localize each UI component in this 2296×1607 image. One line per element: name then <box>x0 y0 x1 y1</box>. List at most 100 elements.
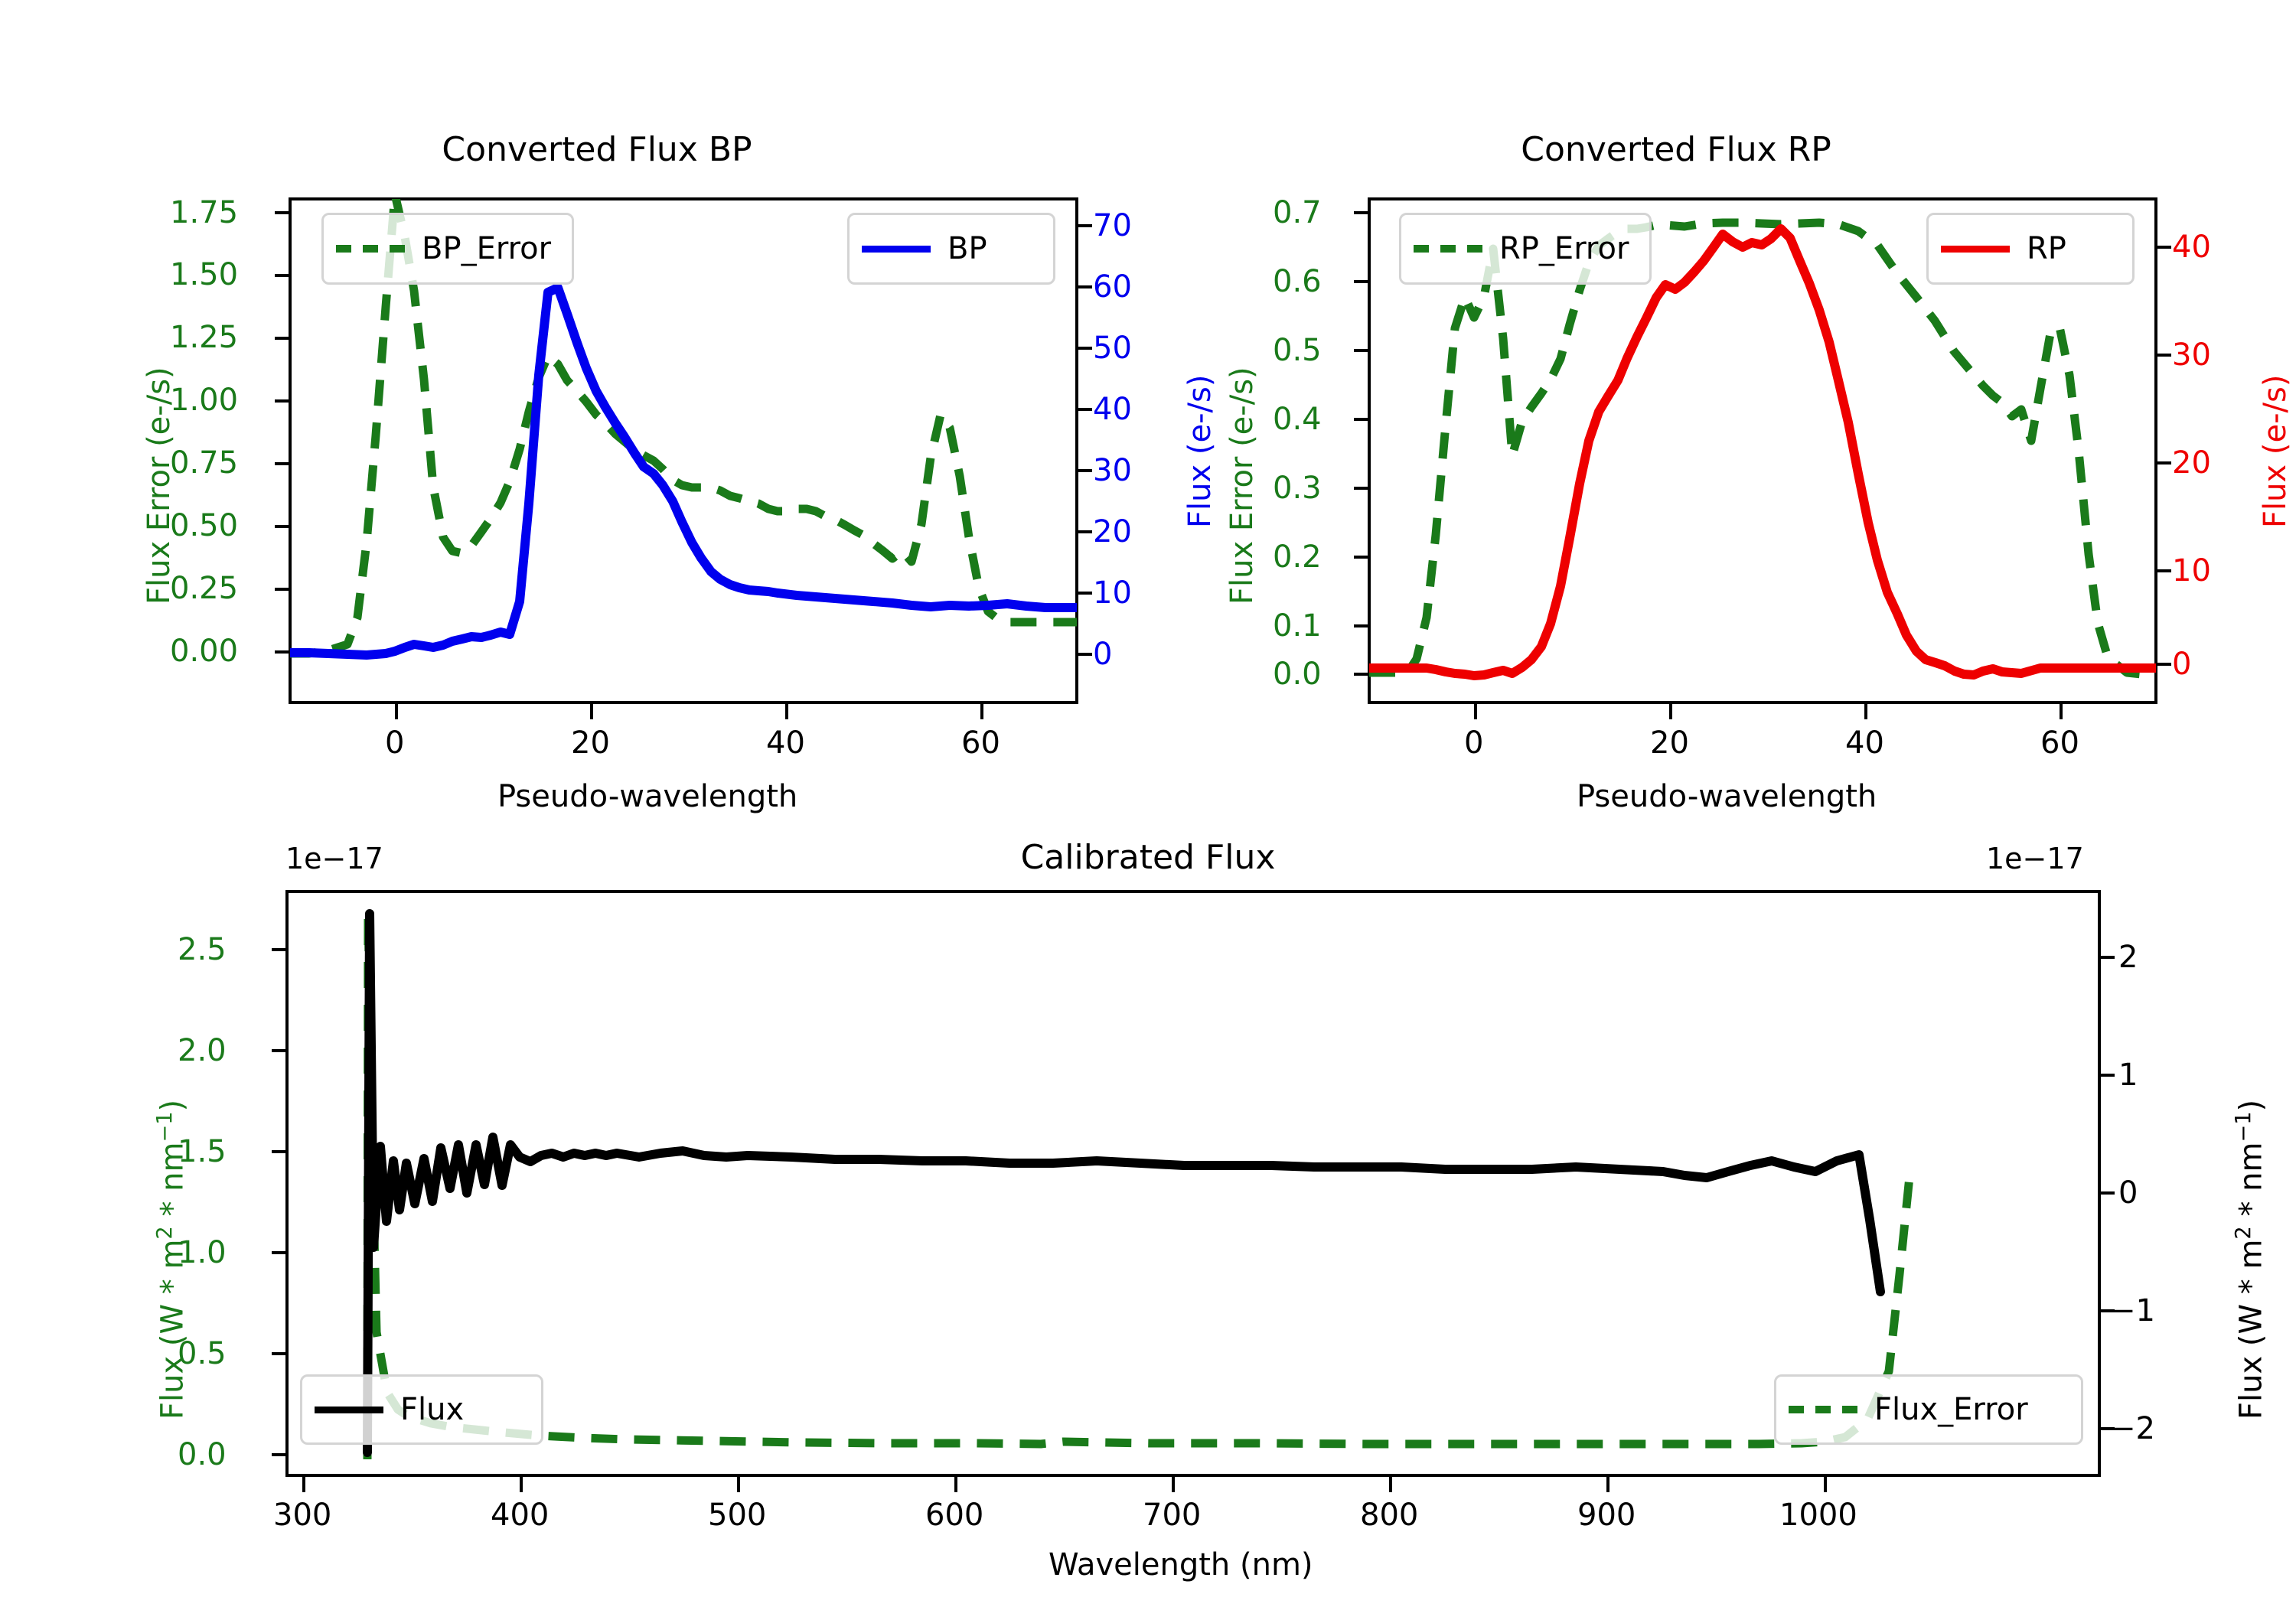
cal-xtick-800: 800 <box>1360 1498 1419 1533</box>
bp-ytickmark-right <box>1077 224 1092 227</box>
rp-ytick-left-0.2: 0.2 <box>1273 539 1322 575</box>
cal-xtickmark <box>737 1477 740 1492</box>
cal-ytick-left-1.0: 1.0 <box>178 1235 227 1270</box>
bp-flux-curve <box>290 283 1077 660</box>
bp-ytickmark-left <box>275 211 290 214</box>
bp-ytickmark-right <box>1077 653 1092 656</box>
cal-ytick-left-1.5: 1.5 <box>178 1134 227 1169</box>
bp-ytickmark-left <box>275 337 290 340</box>
rp-ytick-left-0.6: 0.6 <box>1273 264 1322 299</box>
cal-xtickmark <box>954 1477 957 1492</box>
cal-ytickmark-left <box>272 1150 287 1153</box>
rp-axes-frame <box>1368 197 2157 704</box>
cal-ytickmark-right <box>2099 1191 2115 1195</box>
cal-ytickmark-right <box>2099 1309 2115 1312</box>
bp-xtick-0: 0 <box>385 725 405 761</box>
rp-xtick-0: 0 <box>1464 725 1484 761</box>
calibrated-axes-frame <box>285 890 2101 1477</box>
bp-xaxis-label: Pseudo-wavelength <box>497 779 798 814</box>
rp-ytickmark-right <box>2156 569 2171 572</box>
rp-flux-curve <box>1369 224 2156 680</box>
bp-ytickmark-left <box>275 462 290 465</box>
rp-ytickmark-right <box>2156 354 2171 357</box>
rp-ytick-left-0.0: 0.0 <box>1273 657 1322 692</box>
cal-xtickmark <box>1389 1477 1392 1492</box>
bp-xtickmark <box>980 704 983 719</box>
rp-ytickmark-right <box>2156 461 2171 464</box>
bp-ytickmark-left <box>275 525 290 528</box>
bp-ytick-right-70: 70 <box>1093 208 1132 243</box>
bp-axes-frame <box>289 197 1078 704</box>
rp-xaxis-label: Pseudo-wavelength <box>1577 779 1877 814</box>
rp-xtick-40: 40 <box>1845 725 1884 761</box>
cal-xtick-300: 300 <box>273 1498 332 1533</box>
cal-ytick-right-minus2: −2 <box>2110 1411 2155 1446</box>
calibrated-flux-legend-swatch <box>315 1406 383 1413</box>
bp-ytickmark-left <box>275 274 290 277</box>
cal-ytick-left-0.5: 0.5 <box>178 1336 227 1371</box>
rp-ytick-left-0.5: 0.5 <box>1273 333 1322 368</box>
cal-xtick-900: 900 <box>1577 1498 1636 1533</box>
bp-ytickmark-right <box>1077 408 1092 411</box>
calibrated-error-curve <box>363 909 1915 1460</box>
cal-xtickmark <box>520 1477 523 1492</box>
bp-ytick-left-1.75: 1.75 <box>170 195 239 230</box>
rp-flux-legend-label: RP <box>2027 231 2066 266</box>
bp-flux-legend-swatch <box>862 245 931 253</box>
rp-ytickmark-left <box>1354 349 1369 352</box>
rp-error-legend[interactable]: RP_Error <box>1399 213 1652 285</box>
bp-ytick-left-0.50: 0.50 <box>170 508 239 543</box>
rp-error-legend-label: RP_Error <box>1499 231 1629 266</box>
rp-ytickmark-left <box>1354 673 1369 676</box>
bp-ytick-left-1.50: 1.50 <box>170 257 239 292</box>
cal-ytickmark-right <box>2099 956 2115 959</box>
rp-ytick-left-0.4: 0.4 <box>1273 402 1322 437</box>
calibrated-panel-title: Calibrated Flux <box>1020 838 1276 877</box>
bp-flux-legend[interactable]: BP <box>847 213 1055 285</box>
rp-ytick-right-40: 40 <box>2172 230 2211 265</box>
bp-flux-legend-label: BP <box>947 231 987 266</box>
rp-flux-legend-swatch <box>1941 245 2010 253</box>
rp-ytickmark-right <box>2156 663 2171 666</box>
rp-ytickmark-left <box>1354 211 1369 214</box>
bp-error-legend[interactable]: BP_Error <box>321 213 574 285</box>
bp-ytick-right-20: 20 <box>1093 514 1132 549</box>
calibrated-error-legend[interactable]: Flux_Error <box>1774 1374 2083 1445</box>
rp-xtickmark <box>1669 704 1672 719</box>
cal-ytickmark-left <box>272 1453 287 1456</box>
bp-xtick-60: 60 <box>961 725 1000 761</box>
cal-xtickmark <box>1824 1477 1827 1492</box>
cal-ytickmark-right <box>2099 1074 2115 1077</box>
bp-ytick-left-0.00: 0.00 <box>170 634 239 669</box>
cal-xtickmark <box>302 1477 305 1492</box>
rp-flux-legend[interactable]: RP <box>1926 213 2135 285</box>
rp-ytickmark-left <box>1354 418 1369 421</box>
cal-ytick-right-2: 2 <box>2118 940 2138 975</box>
cal-xtickmark <box>1172 1477 1175 1492</box>
bp-ytick-left-1.25: 1.25 <box>170 320 239 355</box>
rp-ytick-left-0.3: 0.3 <box>1273 471 1322 506</box>
cal-ytickmark-left <box>272 1352 287 1355</box>
cal-ytick-right-0: 0 <box>2118 1175 2138 1211</box>
rp-xtick-60: 60 <box>2040 725 2079 761</box>
calibrated-flux-legend-label: Flux <box>400 1392 465 1427</box>
rp-xtickmark <box>2060 704 2063 719</box>
cal-ytick-right-minus1: −1 <box>2110 1293 2155 1328</box>
bp-ytickmark-right <box>1077 592 1092 595</box>
rp-xtick-20: 20 <box>1650 725 1689 761</box>
calibrated-flux-legend[interactable]: Flux <box>300 1374 543 1445</box>
rp-ytick-right-20: 20 <box>2172 445 2211 481</box>
bp-ytickmark-right <box>1077 469 1092 472</box>
calibrated-left-offset: 1e−17 <box>285 842 383 875</box>
cal-ytick-right-1: 1 <box>2118 1058 2138 1093</box>
rp-xtickmark <box>1474 704 1477 719</box>
rp-panel-title: Converted Flux RP <box>1521 130 1831 169</box>
bp-ytickmark-right <box>1077 530 1092 533</box>
bp-ytickmark-right <box>1077 285 1092 288</box>
cal-xaxis-label: Wavelength (nm) <box>1049 1547 1313 1583</box>
bp-error-curve <box>290 199 1077 658</box>
rp-ytick-right-0: 0 <box>2172 647 2192 682</box>
